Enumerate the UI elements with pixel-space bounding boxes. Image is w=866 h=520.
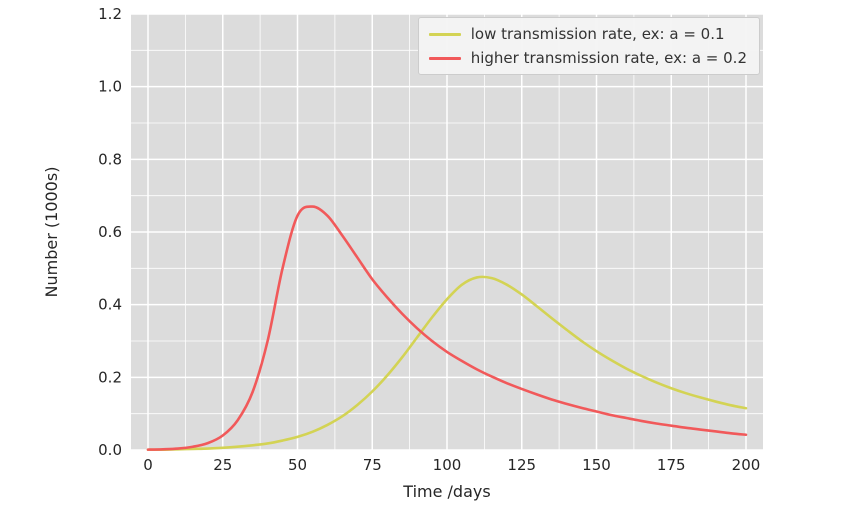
- x-tick-label: 125: [507, 456, 536, 474]
- x-tick-label: 150: [582, 456, 611, 474]
- x-tick-label: 200: [732, 456, 761, 474]
- y-tick-label: 1.0: [98, 78, 122, 96]
- y-tick-label: 0.2: [98, 368, 122, 386]
- y-axis-label: Number (1000s): [42, 167, 61, 298]
- legend-item-high-rate: higher transmission rate, ex: a = 0.2: [428, 49, 747, 67]
- x-tick-label: 25: [213, 456, 232, 474]
- legend-line-swatch-high: [428, 56, 461, 60]
- y-tick-label: 0.0: [98, 441, 122, 459]
- y-tick-label: 0.4: [98, 296, 122, 314]
- legend-item-low-rate: low transmission rate, ex: a = 0.1: [428, 25, 747, 43]
- x-axis-label: Time /days: [402, 482, 490, 501]
- legend: low transmission rate, ex: a = 0.1 highe…: [417, 17, 760, 75]
- legend-label-low: low transmission rate, ex: a = 0.1: [470, 25, 725, 43]
- y-tick-label: 0.8: [98, 150, 122, 168]
- x-tick-label: 175: [657, 456, 686, 474]
- x-tick-label: 50: [288, 456, 307, 474]
- y-tick-label: 1.2: [98, 5, 122, 23]
- y-tick-label: 0.6: [98, 223, 122, 241]
- x-tick-label: 0: [143, 456, 153, 474]
- series-line-1: [146, 205, 748, 451]
- legend-line-swatch-low: [428, 32, 461, 36]
- x-tick-label: 75: [363, 456, 382, 474]
- series-line-0: [146, 275, 748, 451]
- x-tick-label: 100: [433, 456, 462, 474]
- legend-label-high: higher transmission rate, ex: a = 0.2: [470, 49, 747, 67]
